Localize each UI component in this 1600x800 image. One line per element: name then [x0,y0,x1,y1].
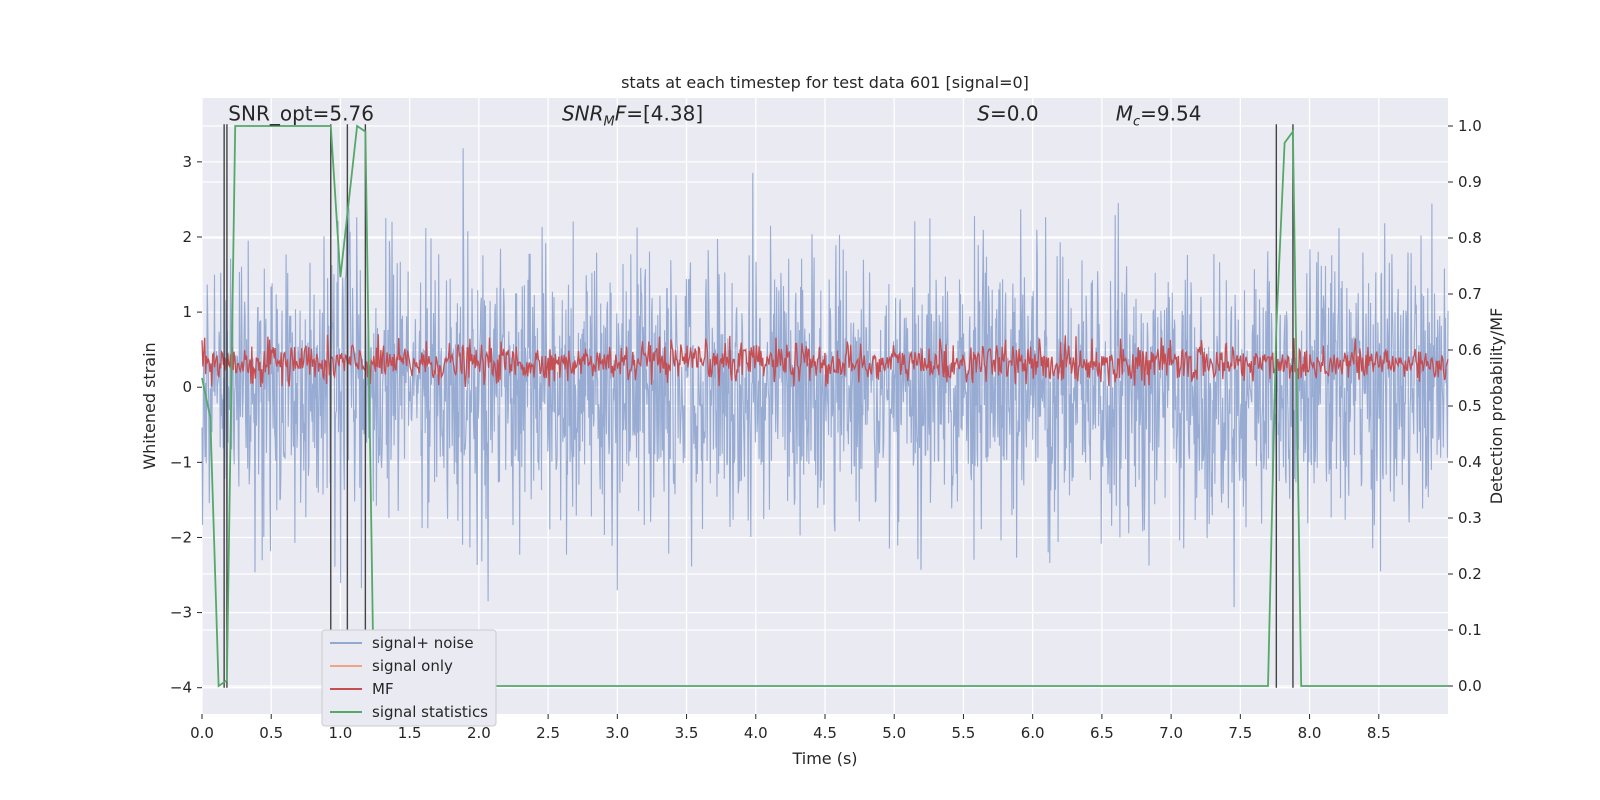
y-tick-label: −2 [170,528,192,546]
annotation-3: Mc=9.54 [1116,102,1202,130]
y-right-tick-label: 0.8 [1458,229,1482,247]
y-right-tick-label: 0.3 [1458,509,1482,527]
x-tick-label: 3.0 [605,724,629,742]
y-tick-label: 1 [182,303,192,321]
x-tick-label: 8.0 [1298,724,1322,742]
legend-label-mf: MF [372,680,394,698]
x-tick-label: 7.0 [1159,724,1183,742]
series-line-signal-statistics [201,124,1448,688]
x-tick-label: 5.5 [952,724,976,742]
x-tick-label: 5.0 [882,724,906,742]
x-tick-label: 8.5 [1367,724,1391,742]
y-right-tick-label: 0.7 [1458,285,1482,303]
legend-label-signal-statistics: signal statistics [372,703,488,721]
y-tick-label: −3 [170,604,192,622]
legend-label-signal-plus-noise: signal+ noise [372,634,474,652]
x-tick-label: 1.5 [398,724,422,742]
annotation-2: S=0.0 [977,102,1038,126]
chart-title: stats at each timestep for test data 601… [621,73,1029,92]
x-tick-label: 6.5 [1090,724,1114,742]
y-tick-label: 2 [182,228,192,246]
y-ticks-left: 3 2 1 0 −1 −2 −3 −4 [170,153,202,697]
y-tick-label: 0 [182,378,192,396]
y-right-tick-label: 0.2 [1458,565,1482,583]
x-tick-label: 2.5 [536,724,560,742]
y-tick-label: −1 [170,453,192,471]
annotation-0: SNR_opt=5.76 [228,102,374,126]
legend-box [321,629,497,727]
y-right-tick-label: 0.1 [1458,621,1482,639]
y-right-tick-label: 0.0 [1458,677,1482,695]
x-tick-label: 0.5 [259,724,283,742]
y-axis-right-label: Detection probability/MF [1487,308,1506,505]
legend: signal+ noise signal only MF signal stat… [321,629,497,727]
y-right-tick-label: 0.4 [1458,453,1482,471]
series-mf [201,334,1449,388]
y-right-tick-label: 0.5 [1458,397,1482,415]
annotations: SNR_opt=5.76 SNRMF=[4.38] S=0.0 Mc=9.54 [228,102,1201,130]
x-tick-label: 4.5 [813,724,837,742]
x-axis-label: Time (s) [791,749,857,768]
x-tick-label: 3.5 [675,724,699,742]
y-ticks-right: 1.0 0.9 0.8 0.7 0.6 0.5 0.4 0.3 0.2 0.1 0.0 [1448,117,1482,695]
x-tick-label: 1.0 [329,724,353,742]
annotation-1: SNRMF=[4.38] [562,102,703,130]
x-tick-label: 0.0 [190,724,214,742]
series-line-mf [201,334,1449,388]
x-tick-label: 2.0 [467,724,491,742]
y-right-tick-label: 1.0 [1458,117,1482,135]
x-tick-label: 7.5 [1228,724,1252,742]
x-ticks: 0.0 0.5 1.0 1.5 2.0 2.5 3.0 3.5 4.0 4.5 5.0 5.5 6.0 6… [190,714,1391,742]
y-right-tick-label: 0.9 [1458,173,1482,191]
x-tick-label: 6.0 [1021,724,1045,742]
y-axis-label: Whitened strain [140,342,159,469]
series-signal-statistics [201,124,1448,688]
y-right-tick-label: 0.6 [1458,341,1482,359]
y-tick-label: −4 [170,679,192,697]
y-tick-label: 3 [182,153,192,171]
legend-label-signal-only: signal only [372,657,453,675]
x-tick-label: 4.0 [744,724,768,742]
